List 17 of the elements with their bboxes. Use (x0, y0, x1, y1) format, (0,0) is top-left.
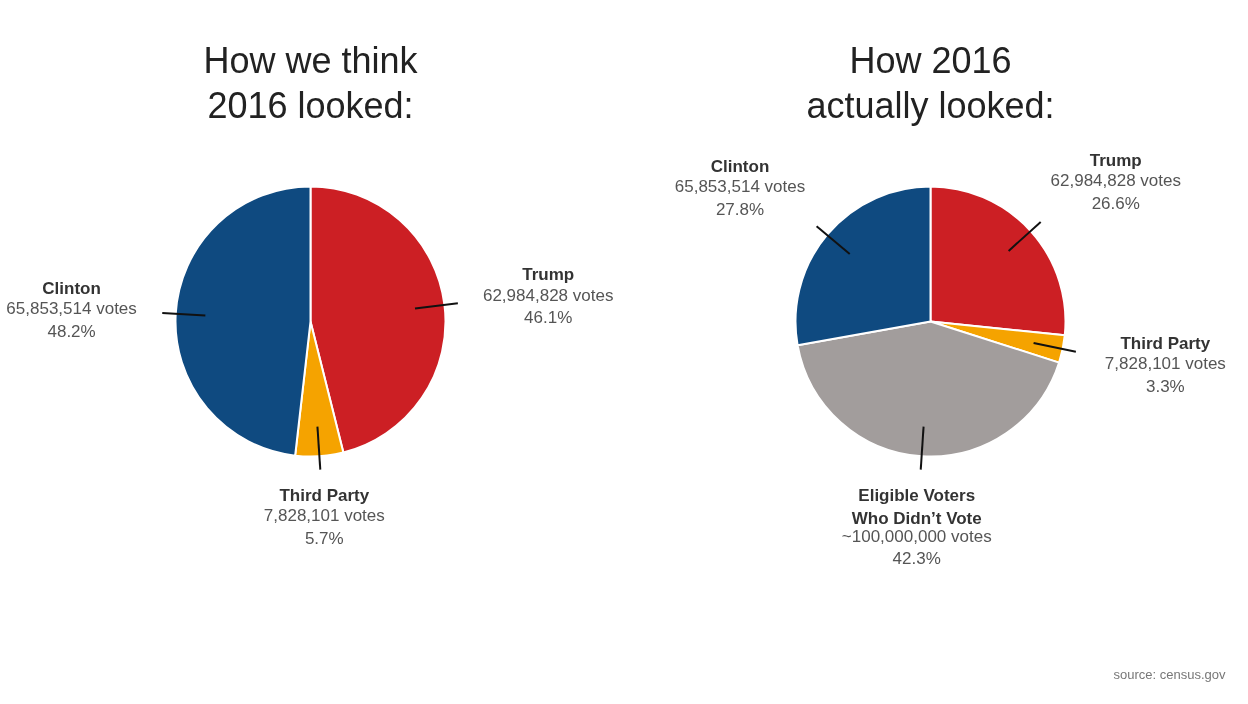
slice-label: Clinton (710, 156, 770, 176)
slice-label: Trump (1089, 150, 1142, 170)
slice-label: Clinton (42, 278, 101, 298)
chart-title: How 2016 actually looked: (806, 40, 1055, 127)
data-label: 62,984,828 votes 26.6% (1050, 171, 1181, 213)
data-label: 7,828,101 votes 5.7% (263, 506, 385, 549)
slice-label: Third Party (279, 485, 370, 505)
data-label: ~100,000,000 votes 42.3% (841, 526, 992, 569)
data-label: 65,853,514 votes 48.2% (6, 299, 137, 342)
slice-label: Third Party (1120, 333, 1211, 353)
slice-label: Trump (522, 265, 575, 285)
source-note: source: census.gov (1113, 666, 1226, 682)
slice-label: Eligible Voters Who Didn’t Vote (851, 485, 982, 528)
chart-title: How we think 2016 looked: (203, 40, 419, 127)
data-label: 62,984,828 votes 46.1% (482, 285, 614, 328)
data-label: 7,828,101 votes 3.3% (1104, 353, 1226, 396)
data-label: 65,853,514 votes 27.8% (674, 177, 806, 219)
